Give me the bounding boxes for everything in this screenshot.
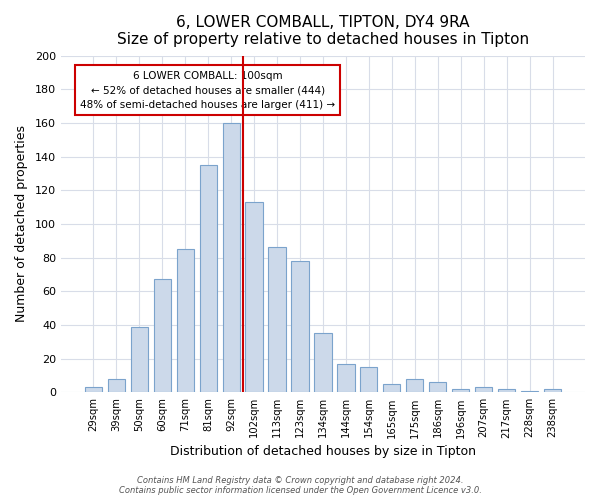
Bar: [200, 165, 217, 392]
Bar: [154, 280, 171, 392]
X-axis label: Distribution of detached houses by size in Tipton: Distribution of detached houses by size …: [170, 444, 476, 458]
Bar: [544, 389, 561, 392]
Bar: [429, 382, 446, 392]
Bar: [245, 202, 263, 392]
Bar: [268, 248, 286, 392]
Bar: [314, 334, 332, 392]
Bar: [383, 384, 400, 392]
Text: 6 LOWER COMBALL: 100sqm
← 52% of detached houses are smaller (444)
48% of semi-d: 6 LOWER COMBALL: 100sqm ← 52% of detache…: [80, 70, 335, 110]
Bar: [452, 389, 469, 392]
Bar: [108, 379, 125, 392]
Bar: [521, 390, 538, 392]
Text: Contains HM Land Registry data © Crown copyright and database right 2024.
Contai: Contains HM Land Registry data © Crown c…: [119, 476, 481, 495]
Bar: [406, 379, 424, 392]
Bar: [176, 249, 194, 392]
Bar: [360, 367, 377, 392]
Bar: [223, 123, 240, 392]
Bar: [292, 261, 308, 392]
Bar: [85, 388, 102, 392]
Y-axis label: Number of detached properties: Number of detached properties: [15, 126, 28, 322]
Bar: [131, 326, 148, 392]
Bar: [498, 389, 515, 392]
Title: 6, LOWER COMBALL, TIPTON, DY4 9RA
Size of property relative to detached houses i: 6, LOWER COMBALL, TIPTON, DY4 9RA Size o…: [117, 15, 529, 48]
Bar: [475, 388, 492, 392]
Bar: [337, 364, 355, 392]
